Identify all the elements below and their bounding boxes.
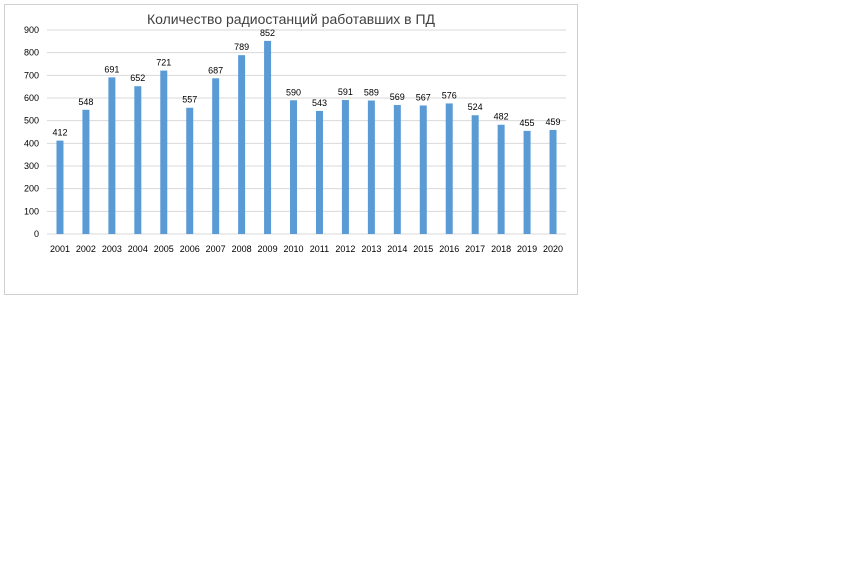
bar <box>523 130 531 234</box>
data-label: 687 <box>208 65 223 75</box>
data-label: 691 <box>104 64 119 74</box>
x-tick-label: 2009 <box>258 244 278 254</box>
y-tick-label: 200 <box>24 184 39 194</box>
data-label: 591 <box>338 87 353 97</box>
y-tick-label: 900 <box>24 25 39 35</box>
x-tick-label: 2014 <box>387 244 407 254</box>
x-tick-label: 2013 <box>361 244 381 254</box>
bar-chart: Количество радиостанций работавших в ПД … <box>24 11 566 254</box>
bar <box>134 86 142 234</box>
bar <box>341 100 349 234</box>
data-label: 455 <box>520 118 535 128</box>
x-tick-label: 2018 <box>491 244 511 254</box>
bar <box>315 110 323 234</box>
bar <box>108 77 116 234</box>
bar <box>419 105 427 234</box>
data-label: 789 <box>234 42 249 52</box>
chart-container: Количество радиостанций работавших в ПД … <box>4 4 578 295</box>
data-label: 548 <box>78 97 93 107</box>
x-tick-label: 2004 <box>128 244 148 254</box>
x-tick-label: 2007 <box>206 244 226 254</box>
bar <box>160 70 168 234</box>
data-label: 482 <box>494 112 509 122</box>
x-tick-label: 2017 <box>465 244 485 254</box>
data-label: 590 <box>286 87 301 97</box>
bar <box>549 129 557 234</box>
data-label: 567 <box>416 92 431 102</box>
bar <box>56 140 64 234</box>
chart-title: Количество радиостанций работавших в ПД <box>147 11 436 27</box>
data-label: 459 <box>546 117 561 127</box>
bar <box>445 103 453 234</box>
y-tick-label: 400 <box>24 138 39 148</box>
bar <box>212 78 220 234</box>
data-label: 524 <box>468 102 483 112</box>
bars <box>56 40 557 235</box>
data-label: 589 <box>364 87 379 97</box>
data-labels: 412 548 691 652 721 557 687 789 852 590 543 591 589 5… <box>52 28 560 138</box>
x-tick-label: 2015 <box>413 244 433 254</box>
x-axis-ticks: 2001 2002 2003 2004 2005 2006 2007 2008 2009 2010… <box>50 244 563 254</box>
x-tick-label: 2002 <box>76 244 96 254</box>
data-label: 412 <box>52 128 67 138</box>
data-label: 543 <box>312 98 327 108</box>
y-tick-label: 500 <box>24 116 39 126</box>
data-label: 557 <box>182 95 197 105</box>
bar <box>82 109 90 234</box>
gridlines <box>47 29 566 235</box>
data-label: 721 <box>156 58 171 68</box>
y-axis-ticks: 0 100 200 300 400 500 600 700 800 900 <box>24 25 39 239</box>
x-tick-label: 2020 <box>543 244 563 254</box>
x-tick-label: 2016 <box>439 244 459 254</box>
bar <box>186 107 194 234</box>
bar <box>471 115 479 234</box>
x-tick-label: 2006 <box>180 244 200 254</box>
data-label: 576 <box>442 90 457 100</box>
x-tick-label: 2005 <box>154 244 174 254</box>
y-tick-label: 700 <box>24 70 39 80</box>
bar <box>367 100 375 234</box>
bar <box>238 55 246 234</box>
data-label: 652 <box>130 73 145 83</box>
x-tick-label: 2001 <box>50 244 70 254</box>
y-tick-label: 0 <box>34 229 39 239</box>
bar <box>290 100 298 235</box>
data-label: 852 <box>260 28 275 38</box>
x-tick-label: 2003 <box>102 244 122 254</box>
bar <box>264 40 272 234</box>
y-tick-label: 300 <box>24 161 39 171</box>
y-tick-label: 600 <box>24 93 39 103</box>
x-tick-label: 2011 <box>310 244 329 254</box>
data-label: 569 <box>390 92 405 102</box>
y-tick-label: 800 <box>24 48 39 58</box>
y-tick-label: 100 <box>24 206 39 216</box>
x-tick-label: 2010 <box>284 244 304 254</box>
x-tick-label: 2019 <box>517 244 537 254</box>
x-tick-label: 2012 <box>335 244 355 254</box>
x-tick-label: 2008 <box>232 244 252 254</box>
bar <box>497 124 505 234</box>
bar <box>393 105 401 234</box>
